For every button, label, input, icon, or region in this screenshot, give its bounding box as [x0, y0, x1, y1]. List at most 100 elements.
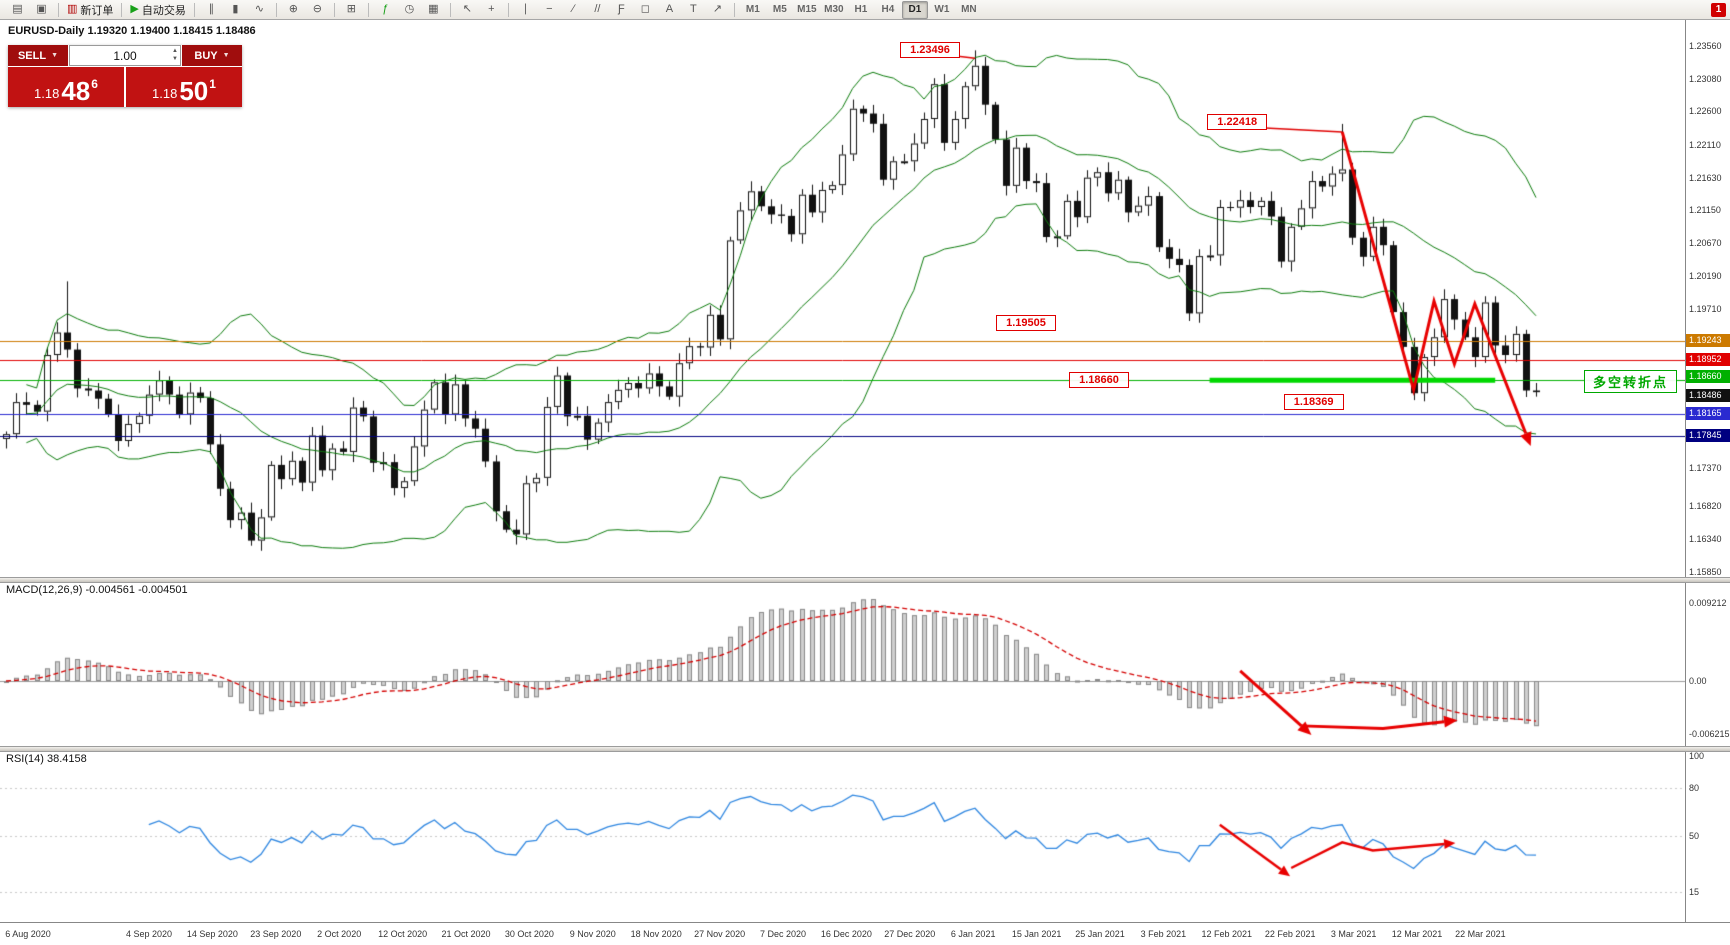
price-tag-1.18660: 1.18660	[1686, 370, 1730, 384]
sell-price-point: 6	[91, 77, 98, 91]
price-tick: 1.17370	[1689, 463, 1722, 474]
price-annotation-1.18660[interactable]: 1.18660	[1069, 372, 1129, 389]
price-tick: 1.21630	[1689, 172, 1722, 183]
turning-point-label[interactable]: 多空转折点	[1584, 370, 1678, 394]
zoom-out-icon[interactable]: ⊖	[306, 1, 329, 19]
toolbar-separator	[449, 2, 451, 17]
date-label: 16 Dec 2020	[820, 929, 872, 939]
panel-separator[interactable]	[0, 746, 1730, 752]
date-label: 14 Sep 2020	[186, 929, 238, 939]
rsi-tick: 15	[1689, 887, 1700, 897]
timeframe-h1[interactable]: H1	[854, 4, 868, 15]
date-label: 30 Oct 2020	[504, 929, 554, 939]
buy-button[interactable]: BUY ▼	[182, 45, 242, 66]
date-label: 21 Oct 2020	[441, 929, 491, 939]
crosshair-icon[interactable]: +	[480, 1, 503, 19]
vertical-line-icon[interactable]: ∣	[514, 1, 537, 19]
price-axis[interactable]: 1.23560 1.23080 1.22600 1.22110 1.21630 1.211…	[1685, 19, 1730, 922]
date-label: 23 Sep 2020	[250, 929, 302, 939]
arrows-icon[interactable]: ↗	[706, 1, 729, 19]
buy-price-pips: 50	[179, 75, 209, 106]
date-label: 3 Mar 2021	[1330, 929, 1377, 939]
time-axis[interactable]: 6 Aug 2020 4 Sep 2020 14 Sep 2020 23 Sep 20…	[0, 922, 1730, 945]
toolbar-group-chart-type: ∥ ▮ ∿	[198, 1, 273, 19]
rsi-indicator-label: RSI(14) 38.4158	[6, 753, 87, 765]
fibonacci-icon[interactable]: Ƒ	[610, 1, 633, 19]
candlestick-chart-icon[interactable]: ▮	[224, 1, 247, 19]
indicators-icon[interactable]: ƒ	[374, 1, 397, 19]
timeframe-m5[interactable]: M5	[772, 4, 787, 15]
timeframe-mn[interactable]: MN	[961, 4, 977, 15]
sell-button[interactable]: SELL ▼	[8, 45, 68, 66]
templates-icon[interactable]: ▦	[422, 1, 445, 19]
volume-input[interactable]: 1.00 ▲ ▼	[69, 45, 181, 66]
new-chart-icon[interactable]: ▤	[6, 1, 29, 19]
periods-icon: ◷	[404, 3, 415, 15]
buy-price-display[interactable]: 1.18 50 1	[126, 67, 242, 107]
price-annotation-1.22418[interactable]: 1.22418	[1207, 113, 1268, 130]
tile-windows-icon[interactable]: ⊞	[340, 1, 363, 19]
cursor-icon[interactable]: ↖	[456, 1, 479, 19]
price-tick: 1.22600	[1689, 106, 1722, 117]
sell-button-label: SELL	[17, 49, 47, 62]
price-tick: 1.19710	[1689, 303, 1722, 314]
horizontal-line-icon[interactable]: −	[538, 1, 561, 19]
crosshair-icon: +	[488, 3, 495, 15]
date-label: 6 Jan 2021	[950, 929, 996, 939]
price-annotation-1.23496[interactable]: 1.23496	[900, 42, 960, 59]
toolbar-group-timeframes: M1 M5 M15 M30 H1 H4 D1 W1 MN	[738, 0, 984, 19]
bar-chart-icon[interactable]: ∥	[200, 1, 223, 19]
timeframe-m1[interactable]: M1	[745, 4, 760, 15]
notifications-badge[interactable]: 1	[1711, 2, 1726, 17]
symbol-ohlc-header: EURUSD-Daily 1.19320 1.19400 1.18415 1.1…	[8, 25, 256, 37]
price-tag-1.18165: 1.18165	[1686, 407, 1730, 421]
price-tag-1.18486: 1.18486	[1686, 389, 1730, 403]
toolbar-group-file: ▤ ▣	[4, 1, 55, 19]
sell-price-display[interactable]: 1.18 48 6	[8, 67, 124, 107]
text-icon[interactable]: A	[658, 1, 681, 19]
date-label: 2 Oct 2020	[317, 929, 362, 939]
toolbar-separator	[507, 2, 509, 17]
toolbar-separator	[367, 2, 369, 17]
price-tick: 1.16820	[1689, 500, 1722, 511]
profiles-icon[interactable]: ▣	[30, 1, 53, 19]
toolbar-separator	[121, 2, 123, 17]
timeframe-h4[interactable]: H4	[881, 4, 895, 15]
sell-price-main: 1.18	[34, 86, 60, 101]
toolbar-separator	[58, 2, 59, 17]
buy-price-point: 1	[209, 77, 216, 91]
timeframe-w1[interactable]: W1	[934, 4, 950, 15]
line-chart-icon[interactable]: ∿	[248, 1, 271, 19]
date-label: 6 Aug 2020	[5, 929, 51, 939]
volume-stepper[interactable]: ▲ ▼	[172, 47, 178, 63]
date-label: 18 Nov 2020	[630, 929, 682, 939]
price-annotation-1.19505[interactable]: 1.19505	[996, 314, 1056, 331]
zoom-in-icon[interactable]: ⊕	[282, 1, 305, 19]
buy-price-main: 1.18	[152, 86, 178, 101]
timeframe-m30[interactable]: M30	[824, 4, 844, 15]
date-label: 12 Feb 2021	[1201, 929, 1253, 939]
new-order-button[interactable]: ▥ 新订单	[64, 1, 116, 19]
auto-trading-button[interactable]: ▶ 自动交易	[127, 1, 188, 19]
shapes-icon[interactable]: ◻	[634, 1, 657, 19]
toolbar-group-draw: ∣ − ∕ // Ƒ ◻ A T ↗	[512, 1, 731, 19]
price-tick: 1.21150	[1689, 205, 1721, 216]
channel-icon[interactable]: //	[586, 1, 609, 19]
panel-separator[interactable]	[0, 577, 1730, 583]
timeframe-d1[interactable]: D1	[901, 0, 928, 19]
shapes-icon: ◻	[640, 3, 650, 15]
fibonacci-icon: Ƒ	[618, 3, 625, 15]
timeframe-m15[interactable]: M15	[797, 4, 817, 15]
date-label: 12 Oct 2020	[378, 929, 428, 939]
price-tick: 1.20670	[1689, 238, 1722, 249]
toolbar-group-cursor: ↖ +	[454, 1, 505, 19]
price-annotation-1.18369[interactable]: 1.18369	[1283, 394, 1344, 411]
label-icon[interactable]: T	[682, 1, 705, 19]
zoom-in-icon: ⊕	[288, 3, 298, 15]
spin-up-icon: ▲	[172, 48, 178, 54]
trendline-icon[interactable]: ∕	[562, 1, 585, 19]
date-label: 3 Feb 2021	[1140, 929, 1187, 939]
periods-icon[interactable]: ◷	[398, 1, 421, 19]
toolbar-group-zoom: ⊕ ⊖	[280, 1, 331, 19]
